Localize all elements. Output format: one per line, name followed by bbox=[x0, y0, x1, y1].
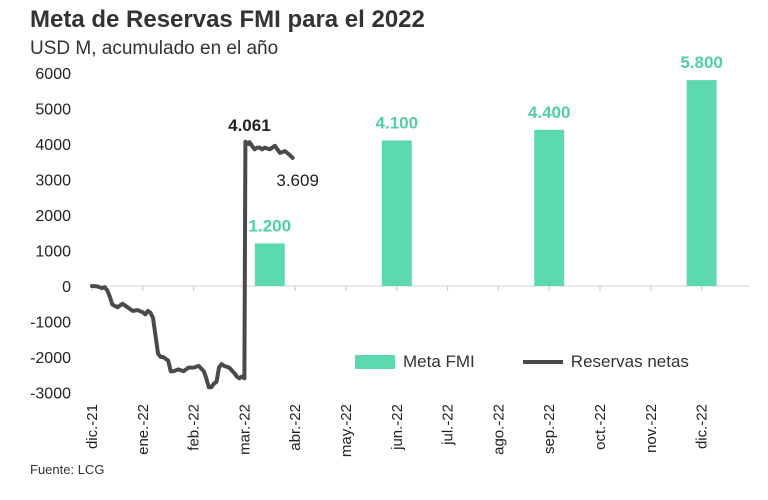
y-tick-label: 0 bbox=[62, 279, 71, 296]
reservas-netas-line bbox=[90, 139, 295, 390]
legend-item-reservas-netas: Reservas netas bbox=[522, 352, 689, 372]
data-labels: 1.200 4.100 4.400 5.800 4.061 3.609 bbox=[228, 53, 723, 235]
y-tick-label: 4000 bbox=[35, 137, 71, 154]
legend-label-meta-fmi: Meta FMI bbox=[403, 352, 475, 371]
y-tick-label: 2000 bbox=[35, 208, 71, 225]
source-note: Fuente: LCG bbox=[30, 462, 105, 477]
bar bbox=[534, 129, 565, 286]
bar-value-label: 4.100 bbox=[376, 113, 419, 132]
y-tick-label: 6000 bbox=[35, 66, 71, 83]
chart-subtitle: USD M, acumulado en el año bbox=[30, 38, 279, 59]
legend-label-reservas-netas: Reservas netas bbox=[570, 352, 689, 371]
x-tick-label: abr.-22 bbox=[287, 404, 304, 451]
x-tick-label: oct.-22 bbox=[592, 404, 609, 450]
legend-item-meta-fmi: Meta FMI bbox=[355, 352, 475, 372]
x-tick-label: may.-22 bbox=[338, 404, 355, 457]
chart-title: Meta de Reservas FMI para el 2022 bbox=[30, 6, 425, 33]
x-tick-label: jul.-22 bbox=[440, 404, 457, 446]
x-tick-label: jun.-22 bbox=[389, 404, 406, 451]
bar bbox=[254, 243, 285, 286]
x-tick-label: feb.-22 bbox=[186, 404, 203, 451]
x-tick-label: sep.-22 bbox=[541, 404, 558, 454]
x-tick-label: mar.-22 bbox=[236, 404, 253, 455]
x-tick-label: nov.-22 bbox=[643, 404, 660, 453]
legend-swatch-line bbox=[522, 360, 563, 364]
bar-value-label: 5.800 bbox=[680, 53, 723, 72]
bar bbox=[686, 80, 717, 286]
x-tick-label: ago.-22 bbox=[490, 404, 507, 455]
y-tick-label: 5000 bbox=[35, 102, 71, 119]
bar-value-label: 1.200 bbox=[249, 216, 292, 235]
y-tick-label: 3000 bbox=[35, 173, 71, 190]
legend-swatch-bar bbox=[355, 355, 395, 369]
y-tick-label: -3000 bbox=[30, 386, 71, 403]
bars-meta-fmi bbox=[254, 80, 717, 286]
y-tick-label: 1000 bbox=[35, 244, 71, 261]
x-tick-label: dic.-22 bbox=[694, 404, 711, 449]
line-reservas-netas bbox=[90, 139, 295, 390]
y-tick-label: -1000 bbox=[30, 315, 71, 332]
bar bbox=[381, 140, 412, 286]
line-last-label: 3.609 bbox=[276, 171, 319, 190]
y-tick-label: -2000 bbox=[30, 350, 71, 367]
x-tick-label: dic.-21 bbox=[84, 404, 101, 449]
axes: 6000 5000 4000 3000 2000 1000 0 -1000 -2000 -3000… bbox=[30, 66, 750, 457]
line-max-label: 4.061 bbox=[228, 116, 271, 135]
x-tick-label: ene.-22 bbox=[135, 404, 152, 455]
legend: Meta FMI Reservas netas bbox=[355, 352, 689, 372]
bar-value-label: 4.400 bbox=[528, 103, 571, 122]
